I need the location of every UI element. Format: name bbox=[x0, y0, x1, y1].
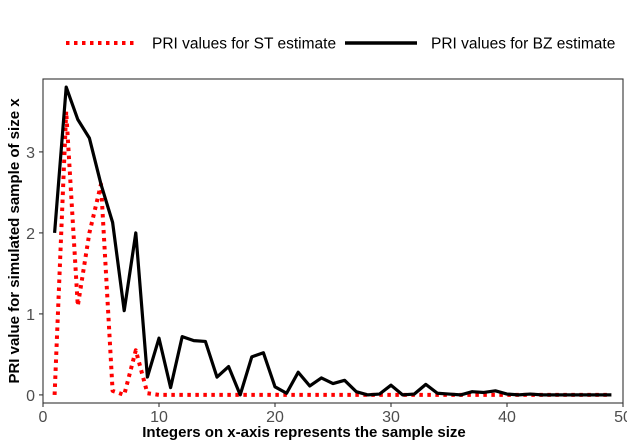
x-axis-title: Integers on x-axis represents the sample… bbox=[142, 424, 465, 441]
x-tick-label: 0 bbox=[39, 409, 48, 426]
series-line-2 bbox=[53, 85, 612, 397]
x-tick-label: 10 bbox=[150, 409, 168, 426]
legend-label-1: PRI values for ST estimate bbox=[152, 36, 336, 53]
y-tick-label: 0 bbox=[26, 388, 35, 405]
y-tick-label: 2 bbox=[26, 226, 35, 243]
plot-frame bbox=[42, 78, 624, 404]
plot-border bbox=[42, 78, 624, 404]
x-tick-label: 30 bbox=[382, 409, 400, 426]
y-tick-label: 3 bbox=[26, 145, 35, 162]
legend: PRI values for ST estimate PRI values for… bbox=[66, 36, 615, 53]
legend-label-2: PRI values for BZ estimate bbox=[431, 36, 615, 53]
x-tick-label: 40 bbox=[498, 409, 516, 426]
series-layer bbox=[52, 85, 612, 397]
axes-layer: 0 10 20 30 40 50 0 1 2 3 bbox=[26, 145, 627, 426]
y-tick-label: 1 bbox=[26, 307, 35, 324]
y-axis-title: PRI value for simulated sample of size x bbox=[6, 98, 23, 384]
x-tick-label: 50 bbox=[614, 409, 627, 426]
x-tick-label: 20 bbox=[266, 409, 284, 426]
